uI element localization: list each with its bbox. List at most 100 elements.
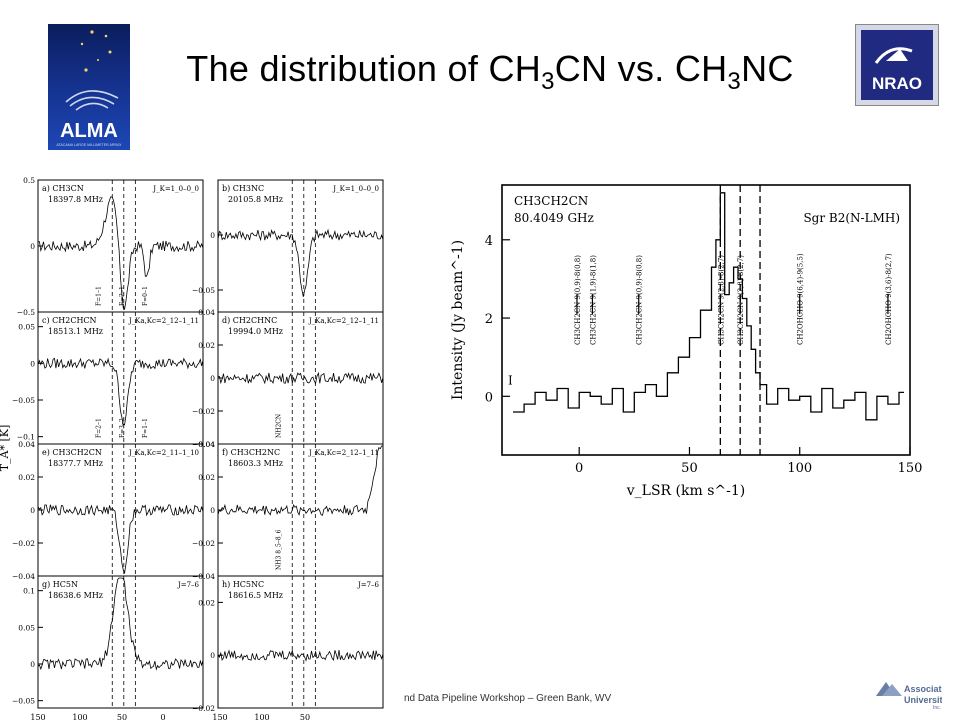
panel-frequency: 18377.7 MHz bbox=[48, 459, 103, 468]
line-annotation: CH3CH2CN 9(2,8)-8(2,7) bbox=[737, 255, 745, 345]
panel-label: I bbox=[508, 374, 513, 388]
panel-quantum: J_Ka,Kc=2_12–1_11 bbox=[128, 317, 199, 325]
y-tick-label: 0.04 bbox=[198, 440, 215, 449]
x-tick-label: 50 bbox=[681, 461, 698, 476]
y-tick-label: 0 bbox=[30, 506, 35, 515]
y-tick-label: 0.04 bbox=[18, 440, 35, 449]
y-tick-label: 0.05 bbox=[18, 323, 35, 332]
y-tick-label: −0.1 bbox=[17, 433, 35, 442]
y-tick-label: 0 bbox=[30, 660, 35, 669]
spectrum-trace bbox=[217, 228, 384, 297]
y-tick-label: −0.02 bbox=[192, 704, 215, 713]
panel-frequency: 18616.5 MHz bbox=[228, 591, 283, 600]
y-tick-label: 0.02 bbox=[198, 598, 215, 607]
absorption-panels-figure: T_A* [K] 0.5 0 −0.5 a) CH3CN 18397.8 MHz J_K=1… bbox=[0, 170, 405, 722]
line-annotation: CH3CH2CN 9(0,9)-8(0,8) bbox=[636, 255, 644, 345]
spectrum-trace bbox=[217, 371, 384, 385]
x-tick-label: 150 bbox=[898, 461, 923, 476]
panel-quantum: J=7–6 bbox=[177, 581, 200, 589]
feature-label: F=3–2 bbox=[119, 418, 126, 438]
panel-b: 0 −0.05 b) CH3NC 20105.8 MHz J_K=1_0–0_0 bbox=[192, 179, 384, 313]
y-tick-label: 0.5 bbox=[23, 176, 35, 185]
aui-inc: Inc. bbox=[933, 705, 941, 711]
x-tick-label: 50 bbox=[300, 713, 310, 720]
feature-label: F=1–1 bbox=[96, 286, 103, 306]
panel-molecule: c) CH2CHCN bbox=[42, 316, 97, 325]
y-tick-label: 0 bbox=[210, 231, 215, 240]
panel-g: 0.1 0.05 0 −0.05 g) HC5N 18638.6 MHz J=7–6 bbox=[12, 575, 204, 709]
y-tick-label: −0.02 bbox=[192, 407, 215, 416]
spectrum-subtitle: 80.4049 GHz bbox=[514, 211, 594, 225]
nrao-logo-text: NRAO bbox=[872, 74, 922, 93]
y-tick-label: −0.04 bbox=[192, 440, 215, 449]
y-tick-label: 0 bbox=[30, 359, 35, 368]
panel-molecule: a) CH3CN bbox=[42, 184, 84, 193]
x-tick-label: 150 bbox=[212, 713, 227, 720]
panel-molecule: b) CH3NC bbox=[222, 184, 264, 193]
spectrum-trace bbox=[37, 196, 204, 310]
panel-quantum: J=7–6 bbox=[357, 581, 380, 589]
y-tick-label: 0 bbox=[210, 506, 215, 515]
panel-quantum: J_Ka,Kc=2_12–1_11 bbox=[308, 317, 379, 325]
y-tick-label: 0 bbox=[485, 390, 493, 405]
y-axis-label: T_A* [K] bbox=[0, 425, 11, 472]
panel-a: 0.5 0 −0.5 a) CH3CN 18397.8 MHz J_K=1_0–0_0 F=… bbox=[17, 176, 204, 317]
x-tick-label: 150 bbox=[30, 713, 45, 720]
panel-h: 0.02 0 −0.02 h) HC5NC 18616.5 MHz J=7–6 bbox=[192, 575, 384, 713]
y-tick-label: 2 bbox=[485, 312, 493, 327]
panel-frequency: 19994.0 MHz bbox=[228, 327, 283, 336]
y-tick-label: 0 bbox=[210, 374, 215, 383]
y-tick-label: −0.02 bbox=[192, 539, 215, 548]
y-tick-label: 0.1 bbox=[23, 587, 35, 596]
feature-label: F=2–1 bbox=[96, 418, 103, 438]
panel-quantum: J_K=1_0–0_0 bbox=[332, 185, 379, 193]
panel-frequency: 18397.8 MHz bbox=[48, 195, 103, 204]
source-label: Sgr B2(N-LMH) bbox=[803, 211, 900, 225]
y-tick-label: 0.02 bbox=[198, 473, 215, 482]
spectrum-title: CH3CH2CN bbox=[514, 194, 588, 208]
panel-d: 0.04 0.02 0 −0.02 −0.04 d) CH2CHNC 19994.0 MHz… bbox=[192, 308, 384, 449]
x-tick-label: 0 bbox=[575, 461, 583, 476]
x-tick-label: 100 bbox=[787, 461, 812, 476]
line-annotation: CH3CH2CN 9(1,9)-8(1,8) bbox=[589, 255, 597, 345]
x-axis-label: v_LSR (km s^-1) bbox=[626, 483, 745, 499]
feature-label: NH3 8_5–8_6 bbox=[276, 529, 283, 570]
y-tick-label: 0.02 bbox=[198, 341, 215, 350]
y-tick-label: −0.04 bbox=[192, 572, 215, 581]
line-annotation: CH2OHCHO 9(6,4)-9(5,5) bbox=[797, 253, 805, 345]
panel-molecule: h) HC5NC bbox=[222, 580, 264, 589]
panel-quantum: J_Ka,Kc=2_12–1_11 bbox=[308, 449, 379, 457]
spectrum-frame bbox=[501, 184, 911, 456]
alma-logo: ALMA ATACAMA LARGE MILLIMETER ARRAY bbox=[48, 24, 130, 150]
y-tick-label: 0.04 bbox=[198, 308, 215, 317]
y-tick-label: 0.02 bbox=[18, 473, 35, 482]
feature-label: F=2–1 bbox=[119, 286, 126, 306]
aui-logo: Associated Universities Inc. bbox=[872, 676, 955, 716]
x-tick-label: 100 bbox=[254, 713, 269, 720]
panel-frequency: 18513.1 MHz bbox=[48, 327, 103, 336]
aui-line2: Universities bbox=[904, 695, 942, 705]
y-tick-label: −0.04 bbox=[12, 572, 35, 581]
line-annotation: CH2OHCHO 9(3,6)-8(2,7) bbox=[885, 253, 893, 345]
panel-frequency: 18603.3 MHz bbox=[228, 459, 283, 468]
spectrum-trace bbox=[37, 577, 204, 671]
panel-frame bbox=[37, 575, 204, 709]
nrao-logo: NRAO bbox=[855, 24, 939, 106]
panel-molecule: e) CH3CH2CN bbox=[42, 448, 102, 457]
y-tick-label: 4 bbox=[485, 234, 493, 249]
panel-grid-svg: T_A* [K] 0.5 0 −0.5 a) CH3CN 18397.8 MHz J_K=1… bbox=[0, 176, 384, 722]
panel-frequency: 18638.6 MHz bbox=[48, 591, 103, 600]
panel-e: 0.04 0.02 0 −0.02 −0.04 e) CH3CH2CN 18377.7 MH… bbox=[12, 440, 204, 581]
spectrum-trace bbox=[37, 357, 204, 426]
x-tick-label: 0 bbox=[160, 713, 165, 720]
y-tick-label: 0 bbox=[210, 651, 215, 660]
panel-quantum: J_Ka,Kc=2_11–1_10 bbox=[128, 449, 199, 457]
alma-logo-subtext: ATACAMA LARGE MILLIMETER ARRAY bbox=[56, 143, 122, 147]
line-annotation: CH3CH2CN 9(2,8)-8(2,7) bbox=[717, 255, 725, 345]
spectrum-svg: 0 50 100 150 0 2 4 CH3CH2CN 9(0,9)-8(0,8) CH3CH2… bbox=[450, 184, 923, 499]
feature-label: F=1–1 bbox=[142, 418, 149, 438]
spectrum-trace bbox=[217, 445, 383, 516]
y-tick-label: −0.05 bbox=[12, 396, 35, 405]
spectrum-trace bbox=[217, 649, 384, 662]
y-tick-label: −0.05 bbox=[12, 697, 35, 706]
